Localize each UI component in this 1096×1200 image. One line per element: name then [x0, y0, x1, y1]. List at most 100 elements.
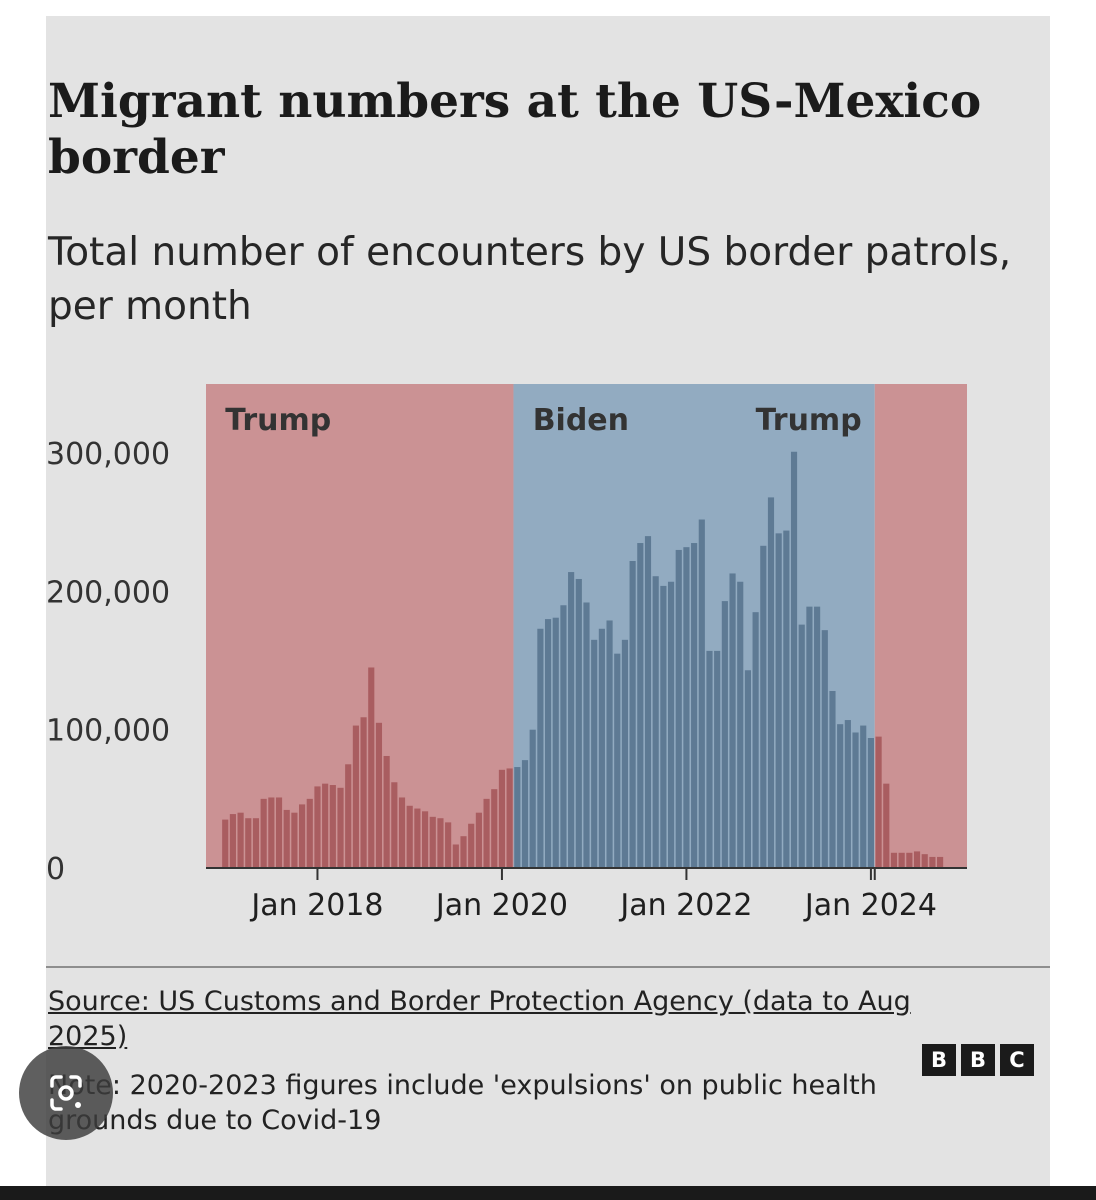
bar: [337, 787, 344, 868]
bar: [698, 519, 705, 868]
x-tick-label: Jan 2020: [434, 888, 568, 923]
source-link[interactable]: Source: US Customs and Border Protection…: [48, 986, 911, 1053]
x-tick-label: Jan 2024: [803, 888, 937, 923]
bar: [414, 808, 421, 868]
bar: [844, 720, 851, 868]
y-tick-label: 200,000: [46, 575, 170, 610]
bar: [268, 797, 275, 868]
bar: [852, 732, 859, 868]
bottom-bar: [0, 1186, 1096, 1200]
bar: [429, 816, 436, 868]
bar: [752, 612, 759, 868]
x-tick-label: Jan 2018: [249, 888, 383, 923]
bar: [422, 811, 429, 868]
axes: [206, 867, 967, 880]
bar: [306, 798, 313, 868]
bar: [568, 572, 575, 868]
bar: [544, 619, 552, 868]
bar: [644, 536, 652, 868]
bar: [883, 783, 890, 868]
bar: [375, 722, 383, 868]
bar: [468, 823, 475, 868]
bar: [245, 818, 252, 868]
bar: [560, 605, 567, 868]
bar: [775, 533, 782, 868]
bar: [437, 818, 444, 868]
bar: [913, 851, 921, 868]
bar: [521, 760, 529, 868]
bar: [898, 852, 905, 868]
bar: [352, 725, 359, 868]
footnote: Note: 2020-2023 figures include 'expulsi…: [48, 1070, 877, 1137]
bar: [637, 543, 644, 868]
bar: [683, 547, 690, 868]
labels: Jan 2018 Jan 2020 Jan 2022 Jan 2024 0 100,000…: [46, 403, 937, 923]
bar: [614, 653, 621, 868]
bar: [283, 809, 290, 868]
bar: [829, 690, 836, 868]
bar: [383, 755, 390, 868]
bar: [760, 545, 767, 868]
bar: [314, 786, 321, 868]
bar: [398, 797, 406, 868]
bar: [806, 606, 813, 868]
bar: [675, 549, 682, 868]
band-trump-0: [206, 384, 514, 868]
bar: [737, 581, 744, 868]
bar: [767, 497, 775, 868]
bar: [406, 805, 413, 868]
y-tick-label: 300,000: [46, 437, 170, 472]
bar: [729, 573, 736, 868]
bbc-logo: B B C: [922, 1044, 1034, 1076]
logo-letter-b1: B: [922, 1044, 956, 1076]
bar: [583, 602, 590, 868]
bar: [260, 798, 267, 868]
bar: [368, 667, 375, 868]
bar: [598, 628, 605, 868]
bar: [790, 451, 798, 868]
bar: [591, 639, 598, 868]
bar: [860, 725, 867, 868]
bar: [229, 814, 236, 868]
band-trump-2: [874, 384, 967, 868]
bar: [814, 606, 821, 868]
bar: [475, 812, 482, 868]
bar: [345, 764, 352, 868]
bar: [252, 818, 260, 868]
chart-title: Migrant numbers at the US-Mexico border: [48, 74, 982, 186]
y-tick-label: 100,000: [46, 714, 170, 749]
bar: [460, 836, 467, 868]
bar: [783, 530, 790, 868]
bar: [890, 852, 898, 868]
bar: [391, 782, 398, 868]
band-label: Trump: [756, 403, 862, 438]
bar: [299, 804, 306, 868]
bar: [691, 543, 698, 868]
lens-icon: [50, 1075, 82, 1111]
bar: [867, 738, 874, 868]
bar: [906, 852, 913, 868]
bar: [498, 769, 506, 868]
bar: [529, 729, 536, 868]
bar: [322, 783, 329, 868]
bar: [821, 630, 828, 868]
bar: [652, 576, 659, 868]
bar: [237, 812, 244, 868]
bar: [514, 767, 521, 868]
bar: [875, 736, 882, 868]
bar: [629, 561, 636, 868]
bar: [921, 854, 928, 868]
bar: [937, 856, 944, 868]
bar: [621, 639, 629, 868]
bar: [706, 650, 713, 868]
bar: [275, 797, 283, 868]
bar: [552, 617, 559, 868]
bar: [360, 717, 367, 868]
chart-subtitle: Total number of encounters by US border …: [48, 230, 1012, 329]
band-label: Trump: [225, 403, 331, 438]
footer-divider: [46, 966, 1050, 968]
chart-card: Migrant numbers at the US-Mexico border …: [46, 16, 1050, 1186]
logo-letter-c: C: [1000, 1044, 1034, 1076]
lens-search-button[interactable]: [19, 1046, 113, 1140]
bar: [291, 812, 298, 868]
